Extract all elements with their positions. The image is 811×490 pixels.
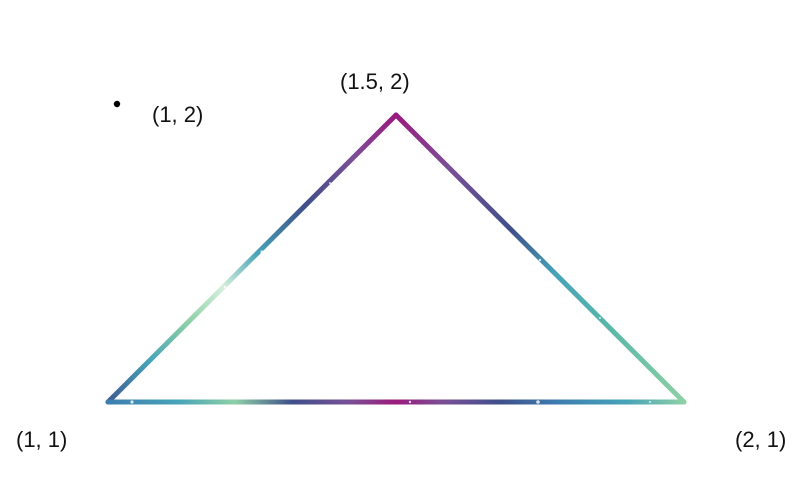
apex-label: (1.5, 2): [340, 69, 410, 94]
point-dot: [113, 100, 121, 108]
point-label: (1, 2): [152, 102, 203, 127]
sparkle-highlights: [130, 182, 651, 404]
bottom-left-label: (1, 1): [16, 427, 67, 452]
triangle-left-edge: [105, 112, 399, 405]
bottom-right-label: (2, 1): [735, 427, 786, 452]
triangle-right-edge: [393, 112, 687, 405]
